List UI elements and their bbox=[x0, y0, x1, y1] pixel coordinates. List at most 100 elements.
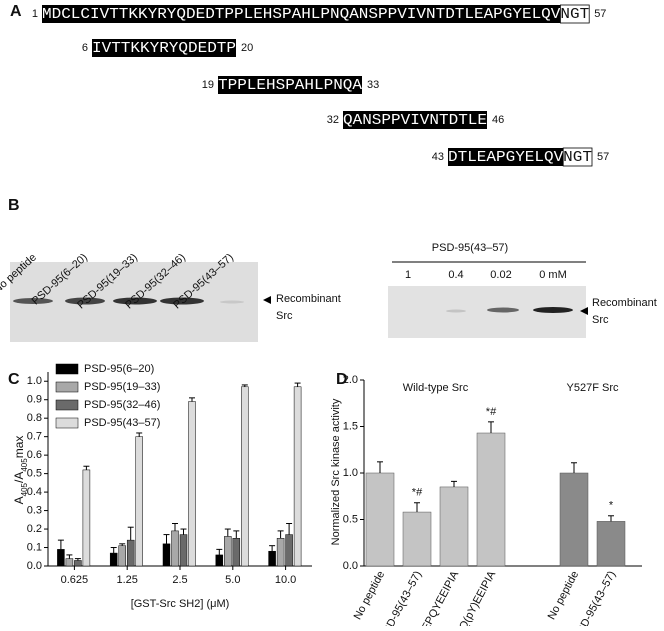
band-label: Recombinant bbox=[592, 297, 657, 309]
bar bbox=[179, 534, 188, 567]
blot-band bbox=[446, 309, 466, 313]
arrow bbox=[580, 307, 588, 315]
y-tick-label: 0.2 bbox=[27, 523, 42, 535]
x-tick-label: 2.5 bbox=[172, 574, 187, 586]
sequence: IVTTKKYRYQDEDTP bbox=[92, 40, 236, 57]
error-bar bbox=[110, 547, 117, 554]
legend-label: PSD-95(19–33) bbox=[84, 381, 160, 393]
x-tick-label: No peptide bbox=[546, 569, 582, 622]
residue-number: 57 bbox=[594, 8, 606, 20]
sequence-box bbox=[218, 76, 362, 94]
band-label: Src bbox=[276, 310, 293, 322]
sequence: QANSPPVIVNTDTLE bbox=[343, 112, 487, 129]
residue-number: 43 bbox=[432, 151, 444, 163]
error-bar bbox=[269, 545, 276, 552]
bar bbox=[559, 472, 589, 567]
residue-number: 6 bbox=[82, 42, 88, 54]
bar bbox=[188, 401, 196, 567]
residue-number: 46 bbox=[492, 114, 504, 126]
error-bar bbox=[66, 554, 73, 559]
y-tick-label: 0.5 bbox=[27, 468, 42, 480]
y-axis-label-part: A bbox=[12, 496, 26, 504]
error-bar bbox=[74, 558, 81, 561]
sequence-box bbox=[42, 5, 561, 23]
error-bar bbox=[127, 526, 134, 541]
error-bar bbox=[233, 530, 240, 539]
y-tick-label: 2.0 bbox=[343, 374, 358, 386]
bar bbox=[402, 511, 432, 567]
bar bbox=[276, 538, 285, 567]
error-bar bbox=[83, 465, 90, 470]
bar bbox=[476, 432, 506, 567]
bar bbox=[268, 550, 276, 567]
legend-swatch bbox=[55, 363, 79, 375]
significance-mark: *# bbox=[486, 406, 497, 418]
y-tick-label: 1.0 bbox=[27, 375, 42, 387]
significance-mark: * bbox=[609, 500, 614, 512]
error-bar bbox=[224, 528, 231, 537]
error-bar bbox=[277, 530, 284, 539]
sequence: DTLEAPGYELQV bbox=[448, 149, 563, 166]
y-axis-label-part: max bbox=[12, 436, 26, 459]
y-tick-label: 1.5 bbox=[343, 420, 358, 432]
bar bbox=[82, 469, 91, 567]
residue-number: 19 bbox=[202, 79, 214, 91]
bar bbox=[162, 543, 171, 567]
panel-letter: A bbox=[10, 3, 22, 20]
legend-label: PSD-95(43–57) bbox=[84, 417, 160, 429]
band-label: Src bbox=[592, 314, 609, 326]
residue-number: 33 bbox=[367, 79, 379, 91]
error-bar bbox=[180, 528, 187, 535]
group-label: Y527F Src bbox=[567, 382, 619, 394]
bar bbox=[365, 472, 395, 567]
x-tick-label: No peptide bbox=[352, 569, 388, 622]
blot-band bbox=[487, 307, 519, 313]
sequence: TPPLEHSPAHLPNQA bbox=[218, 77, 362, 94]
lane-label: 0.4 bbox=[448, 269, 463, 281]
bar bbox=[293, 386, 302, 567]
legend-swatch bbox=[55, 399, 79, 411]
blot-band bbox=[65, 297, 105, 305]
sequence-box bbox=[448, 148, 564, 166]
sequence-box bbox=[92, 39, 236, 57]
y-tick-label: 0.7 bbox=[27, 431, 42, 443]
legend-swatch bbox=[55, 417, 79, 429]
bar bbox=[596, 521, 626, 567]
panel-letter: B bbox=[8, 197, 20, 214]
x-tick-label: 5.0 bbox=[225, 574, 240, 586]
error-bar bbox=[294, 382, 301, 387]
error-bar bbox=[163, 534, 170, 544]
error-bar bbox=[571, 462, 577, 473]
error-bar bbox=[488, 421, 494, 434]
sequence: MDCLCIVTTKKYRYQDEDTPPLEHSPAHLPNQANSPPVIV… bbox=[42, 6, 560, 23]
bar bbox=[285, 534, 293, 567]
bar bbox=[126, 539, 135, 567]
y-axis-label: Normalized Src kinase activity bbox=[330, 398, 342, 545]
legend-swatch bbox=[55, 381, 79, 393]
legend-label: PSD-95(6–20) bbox=[84, 363, 154, 375]
residue-number: 20 bbox=[241, 42, 253, 54]
lane-label: 0.02 bbox=[490, 269, 511, 281]
panel-letter: C bbox=[8, 371, 20, 388]
error-bar bbox=[172, 523, 178, 531]
y-axis-label: A405/A405max bbox=[12, 436, 28, 505]
bar bbox=[224, 536, 232, 567]
band-label: Recombinant bbox=[276, 293, 341, 305]
error-bar bbox=[241, 384, 248, 387]
bar bbox=[109, 552, 118, 567]
y-axis-label-part: 405 bbox=[20, 458, 29, 472]
bar bbox=[439, 486, 469, 567]
bar bbox=[215, 554, 224, 567]
error-bar bbox=[377, 461, 383, 473]
bar bbox=[118, 545, 126, 567]
error-bar bbox=[451, 480, 457, 487]
bar bbox=[241, 386, 249, 567]
blot-band bbox=[13, 298, 53, 304]
legend-label: PSD-95(32–46) bbox=[84, 399, 160, 411]
y-tick-label: 0.4 bbox=[27, 486, 42, 498]
bar bbox=[232, 538, 241, 567]
error-bar bbox=[608, 515, 614, 522]
significance-mark: *# bbox=[412, 487, 423, 499]
blot-band bbox=[220, 300, 244, 304]
x-tick-label: 0.625 bbox=[61, 574, 89, 586]
